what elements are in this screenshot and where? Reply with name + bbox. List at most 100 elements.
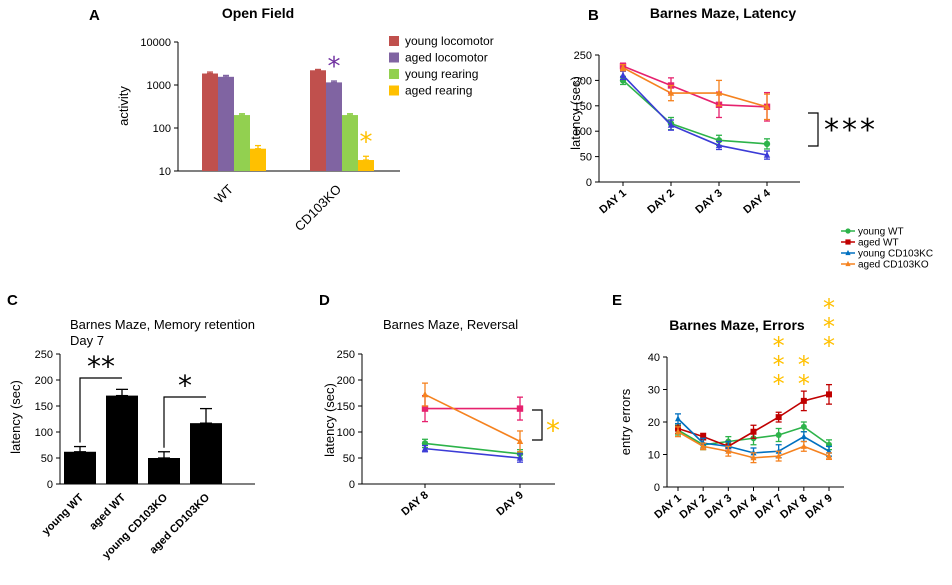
panel-a-error-bar	[347, 113, 353, 116]
panel-d-significance-star: *	[546, 414, 560, 447]
panel-e-data-point	[800, 433, 807, 440]
panel-e-data-point	[800, 397, 807, 404]
panel-b-ytick-label: 250	[574, 50, 592, 62]
panel-d-ytick-label: 50	[343, 453, 355, 465]
panel-a-chart: 10 100 1000 10000 WT CD103KO * *	[140, 37, 400, 234]
panel-b-data-point	[763, 140, 771, 148]
panel-c-error-bar	[116, 388, 128, 397]
panel-d-series-line	[424, 442, 521, 455]
panel-e-ytick-label: 40	[648, 352, 660, 364]
panel-d-series-line	[424, 393, 521, 443]
panel-a-error-bar	[315, 68, 321, 71]
panel-d-data-point	[421, 390, 429, 398]
panel-a-bar	[310, 70, 326, 171]
panel-c-bar	[190, 423, 222, 484]
panel-c-ytick-label: 200	[35, 375, 53, 387]
panel-c-subtitle: Day 7	[70, 333, 104, 348]
panel-letter-b: B	[588, 7, 599, 24]
panel-letter-c: C	[7, 292, 18, 309]
panel-c-significance-stars: **	[87, 350, 115, 383]
panel-c-category-label: young WT	[40, 491, 86, 537]
panel-d-ytick-label: 250	[337, 349, 355, 361]
panel-c-ytick-label: 100	[35, 427, 53, 439]
panel-b-series-line	[622, 65, 768, 108]
panel-a-legend-swatch	[389, 85, 399, 96]
panel-d-chart: 0 50 100 150 200 250 DAY 8 DAY 9 *	[337, 349, 560, 518]
panel-a-bar	[250, 148, 266, 171]
panel-b-ytick-label: 50	[580, 152, 592, 164]
panel-c-ytick-label: 0	[47, 479, 53, 491]
panel-e-data-point	[800, 423, 807, 430]
panel-e-category-label: DAY 1	[652, 492, 684, 521]
panel-a-error-bar	[363, 155, 369, 161]
panel-e-data-point	[725, 447, 732, 454]
panel-a-category-label: WT	[211, 181, 236, 206]
panel-a-ytick-label: 10000	[140, 37, 171, 49]
panel-b-category-label: DAY 2	[645, 187, 677, 216]
panel-e-ylabel: entry errors	[618, 388, 633, 455]
panel-e-significance-star: *	[823, 294, 835, 322]
panel-e-title: Barnes Maze, Errors	[669, 317, 805, 333]
panel-b-category-label: DAY 4	[741, 187, 773, 217]
panel-a-error-bar	[207, 71, 213, 75]
panel-e-data-point	[750, 428, 757, 435]
panel-e-ytick-label: 30	[648, 385, 660, 397]
panel-b-ytick-label: 0	[586, 177, 592, 189]
panel-e-legend-marker	[845, 239, 851, 245]
panel-b-data-point	[715, 89, 723, 96]
panel-e-ytick-label: 20	[648, 417, 660, 429]
panel-b-ytick-label: 100	[574, 126, 592, 138]
panel-a-bar	[358, 160, 374, 171]
panel-d-ytick-label: 100	[337, 427, 355, 439]
panel-a-bar	[342, 115, 358, 171]
panel-e-legend-label: young CD103KC	[858, 249, 933, 260]
panel-a-bar	[234, 115, 250, 171]
panel-c-title: Barnes Maze, Memory retention	[70, 317, 255, 332]
panel-a-legend-swatch	[389, 52, 399, 63]
panel-e-data-point	[700, 442, 707, 449]
panel-e-legend-marker	[845, 249, 851, 256]
panel-c-ylabel: latency (sec)	[8, 380, 23, 454]
panel-e-ytick-label: 0	[654, 482, 660, 494]
panel-c-category-label: aged WT	[87, 491, 128, 532]
panel-e-data-point	[800, 442, 807, 449]
panel-e-legend-label: aged CD103KO	[858, 260, 929, 271]
panel-e-data-point	[675, 415, 681, 422]
panel-e-data-point	[826, 391, 832, 398]
panel-c-error-bar	[200, 407, 212, 424]
panel-d-ytick-label: 150	[337, 401, 355, 413]
panel-e-ytick-label: 10	[648, 450, 660, 462]
panel-a-category-label: CD103KO	[292, 182, 345, 235]
panel-d-data-point	[516, 405, 524, 412]
panel-e-significance-star: *	[798, 351, 810, 379]
panel-e-category-label: DAY 4	[728, 492, 760, 522]
panel-b-ytick-label: 200	[574, 75, 592, 87]
panel-b-significance-stars: ***	[824, 113, 878, 148]
panel-e-significance-star: *	[823, 332, 835, 360]
panel-c-bar	[106, 395, 138, 484]
panel-a-error-bar	[255, 144, 261, 150]
panel-d-category-label: DAY 8	[399, 489, 431, 518]
panel-b-chart: 0 50 100 150 200 250 DAY 1 DAY 2 DAY 3 DAY 4 ***	[574, 50, 878, 217]
panel-e-significance-star: *	[798, 370, 810, 398]
panel-b-data-point	[715, 141, 723, 149]
panel-a-legend-label: young rearing	[405, 67, 478, 81]
panel-e-legend-marker	[845, 260, 851, 267]
panel-d-data-point	[516, 437, 524, 445]
panel-b-significance-bracket	[808, 112, 819, 147]
panel-b-series-line	[622, 74, 768, 156]
panel-b-data-point	[619, 64, 627, 71]
panel-b-category-label: DAY 1	[597, 187, 629, 216]
panel-a-legend-swatch	[389, 36, 399, 46]
panel-d-title: Barnes Maze, Reversal	[383, 317, 518, 332]
panel-a-error-bar	[223, 74, 229, 78]
panel-e-category-label: DAY 7	[753, 492, 785, 521]
panel-a-significance-star: *	[360, 127, 373, 157]
panel-d-data-point	[421, 405, 429, 412]
panel-a-legend-label: aged rearing	[405, 84, 472, 98]
panel-a-bar	[326, 82, 342, 171]
panel-b-data-point	[619, 71, 627, 79]
panel-d-ytick-label: 0	[349, 479, 355, 491]
